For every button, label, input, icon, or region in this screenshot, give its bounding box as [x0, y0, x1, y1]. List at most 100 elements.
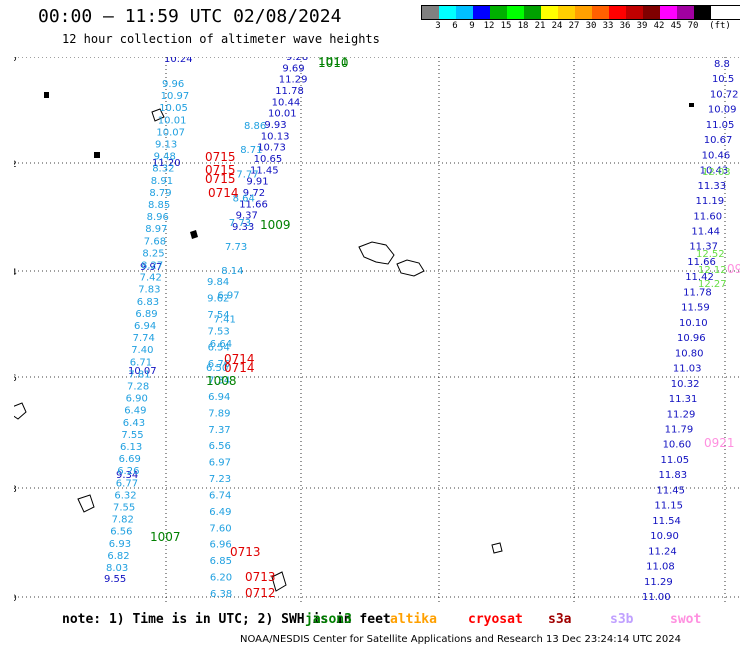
- swh-value-right: 10.43: [700, 166, 729, 177]
- swh-value-east: 7.73: [229, 218, 251, 229]
- swh-value-west: 9.48: [154, 152, 176, 163]
- lat-label: -16: [14, 374, 17, 384]
- swh-value-west: 6.49: [124, 406, 146, 417]
- swh-value-east-dark: 9.28: [286, 57, 308, 63]
- time-label-cryosat: 0714: [224, 352, 255, 366]
- swh-value-west: 10.05: [159, 103, 188, 114]
- scale-tick-label: 15: [500, 21, 512, 31]
- swh-value-mid: 7.23: [209, 474, 231, 485]
- time-label-swot: 09: [727, 262, 740, 276]
- swh-value-right: 11.60: [693, 211, 722, 222]
- scale-swatch: [575, 6, 592, 19]
- swh-value-west: 9.13: [155, 140, 177, 151]
- time-label-cryosat: 0712: [245, 586, 276, 600]
- scale-unit-label: (ft): [709, 21, 731, 31]
- swh-value-east-dark: 11.78: [275, 86, 304, 97]
- swh-value-mid: 6.97: [209, 458, 231, 469]
- swh-value-right: 10.67: [704, 135, 733, 146]
- scale-tick-label: 33: [602, 21, 614, 31]
- swh-value-right: 11.54: [652, 516, 681, 527]
- swh-value-right: 10.80: [675, 348, 704, 359]
- swh-value-east-dark: 10.73: [257, 143, 286, 154]
- scale-swatch: [643, 6, 660, 19]
- swh-value-east-dark: 10.01: [268, 109, 297, 120]
- swh-value-east-dark: 11.29: [279, 75, 308, 86]
- scale-swatch: [439, 6, 456, 19]
- swh-value-right: 11.31: [669, 394, 698, 405]
- time-labels: 0715071507150714071407140713071307121011…: [150, 54, 740, 600]
- swh-value-west: 6.43: [123, 418, 145, 429]
- time-label-swot: 0921: [704, 436, 735, 450]
- credit-line: NOAA/NESDIS Center for Satellite Applica…: [240, 634, 682, 645]
- swh-value-right: 11.79: [665, 424, 694, 435]
- scale-swatch: [422, 6, 439, 19]
- swh-value-right: 10.09: [708, 105, 737, 116]
- swh-value-right: 11.24: [648, 546, 677, 557]
- swh-value-mid: 6.76: [208, 359, 230, 370]
- swh-value-right: 11.19: [695, 196, 724, 207]
- island-wallis: [190, 230, 198, 239]
- swh-value-right: 10.72: [710, 89, 739, 100]
- swh-value-right: 10.60: [663, 440, 692, 451]
- swh-value-west: 6.90: [126, 394, 148, 405]
- legend-item-cryosat: cryosat: [468, 612, 523, 627]
- scale-tick-label: 70: [687, 21, 699, 31]
- time-label-jason3: 1007: [150, 530, 181, 544]
- swh-value-right: 11.15: [654, 501, 683, 512]
- map-canvas: 10.2411.209.9710.079.349.559.9610.9710.0…: [0, 52, 740, 615]
- swh-value-west: 6.56: [110, 527, 132, 538]
- swh-value-east: 8.64: [233, 194, 255, 205]
- swh-value-west-dark: 11.20: [152, 158, 181, 169]
- swh-value-mid: 9.62: [207, 293, 229, 304]
- swh-value-west-dark: 10.24: [164, 57, 193, 65]
- swh-value-mid: 6.74: [209, 490, 231, 501]
- swh-value-mid: 9.84: [207, 277, 229, 288]
- legend-item-s3b: s3b: [610, 612, 634, 627]
- time-label-cryosat: 0715: [205, 172, 236, 186]
- swh-value-east: 8.71: [240, 145, 262, 156]
- swh-value-right: 11.33: [698, 181, 727, 192]
- swh-value-mid: 6.20: [210, 573, 232, 584]
- swh-value-mid: 6.94: [208, 392, 230, 403]
- time-label-cryosat: 0715: [205, 163, 236, 177]
- time-label-cryosat: 0713: [245, 570, 276, 584]
- swh-value-west: 7.42: [140, 273, 162, 284]
- scale-tick-label: 39: [636, 21, 648, 31]
- island-niue: [271, 571, 287, 592]
- swh-value-west: 8.32: [152, 164, 174, 175]
- swh-value-right: 10.96: [677, 333, 706, 344]
- swh-value-west: 10.07: [156, 127, 185, 138]
- chart-subtitle: 12 hour collection of altimeter wave hei…: [62, 32, 380, 46]
- scale-swatch: [609, 6, 626, 19]
- swh-value-east-dark: 10.65: [254, 154, 283, 165]
- swh-value-east: 6.64: [210, 339, 232, 350]
- scale-tick-label: 27: [568, 21, 580, 31]
- swh-value-east-dark: 10.13: [261, 131, 290, 142]
- swh-value-east-dark: 9.72: [243, 188, 265, 199]
- swh-value-right: 11.59: [681, 303, 710, 314]
- lat-label: -10: [14, 57, 17, 64]
- swh-value-west: 8.79: [149, 188, 171, 199]
- graticule: [0, 56, 740, 602]
- scale-swatch: [660, 6, 677, 19]
- time-label-cryosat: 0714: [224, 361, 255, 375]
- island-small-n: [151, 108, 165, 122]
- swh-value-green: 12.27: [698, 279, 727, 290]
- swh-value-west-dark: 9.34: [116, 470, 138, 481]
- swh-value-west: 8.97: [145, 224, 167, 235]
- swh-value-east-dark: 9.93: [264, 120, 286, 131]
- swh-value-right: 10.46: [702, 150, 731, 161]
- island-savaii: [396, 259, 425, 277]
- scale-swatch: [626, 6, 643, 19]
- swh-value-right: 11.37: [689, 242, 718, 253]
- scale-tick-label: 9: [469, 21, 475, 31]
- swh-value-mid: 6.85: [210, 556, 232, 567]
- color-scale-labels: 3 6 9 12 15 18 21 24 27 30 33 36 39 42 45 70 (ft): [421, 20, 740, 32]
- legend-item-jason3: jason3: [305, 612, 352, 627]
- swh-value-mid: 6.38: [210, 589, 232, 600]
- swh-value-west: 10.97: [161, 91, 190, 102]
- swh-value-east-dark: 11.45: [250, 165, 279, 176]
- swh-value-west: 6.82: [107, 551, 129, 562]
- scale-tick-label: 24: [551, 21, 563, 31]
- swh-value-east-dark: 10.44: [272, 97, 301, 108]
